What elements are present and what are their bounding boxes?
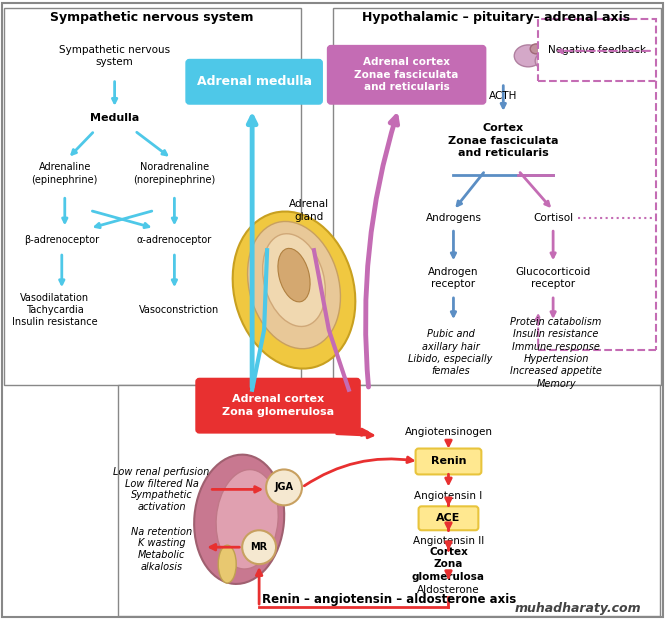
FancyBboxPatch shape bbox=[186, 60, 322, 104]
Text: muhadharaty.com: muhadharaty.com bbox=[515, 603, 642, 616]
Text: JGA: JGA bbox=[275, 482, 293, 492]
Ellipse shape bbox=[194, 454, 284, 584]
Text: Vasodilatation
Tachycardia
Insulin resistance: Vasodilatation Tachycardia Insulin resis… bbox=[12, 293, 97, 327]
Text: Pubic and
axillary hair
Libido, especially
females: Pubic and axillary hair Libido, especial… bbox=[408, 329, 493, 376]
Ellipse shape bbox=[218, 545, 236, 583]
Ellipse shape bbox=[530, 44, 542, 54]
Text: Adrenal
gland: Adrenal gland bbox=[289, 199, 329, 221]
Text: α-adrenoceptor: α-adrenoceptor bbox=[137, 235, 212, 246]
FancyBboxPatch shape bbox=[196, 379, 360, 433]
Text: Na retention
K wasting
Metabolic
alkalosis: Na retention K wasting Metabolic alkalos… bbox=[131, 527, 192, 572]
Text: ACE: ACE bbox=[436, 513, 461, 523]
Text: Noradrenaline
(norepinephrine): Noradrenaline (norepinephrine) bbox=[133, 162, 215, 185]
Text: Androgen
receptor: Androgen receptor bbox=[428, 267, 479, 290]
Ellipse shape bbox=[278, 249, 310, 302]
Text: Medulla: Medulla bbox=[90, 113, 139, 123]
FancyBboxPatch shape bbox=[419, 507, 478, 530]
FancyBboxPatch shape bbox=[328, 46, 486, 104]
Text: Cortex
Zonae fasciculata
and reticularis: Cortex Zonae fasciculata and reticularis bbox=[448, 123, 558, 158]
Text: Angiotensin I: Angiotensin I bbox=[414, 492, 483, 502]
Ellipse shape bbox=[514, 45, 542, 67]
Ellipse shape bbox=[263, 234, 325, 327]
Text: Low renal perfusion
Low filtered Na
Sympathetic
activation: Low renal perfusion Low filtered Na Symp… bbox=[113, 467, 209, 512]
Ellipse shape bbox=[233, 211, 356, 369]
Text: Glucocorticoid
receptor: Glucocorticoid receptor bbox=[516, 267, 591, 290]
Text: Hypothalamic – pituitary– adrenal axis: Hypothalamic – pituitary– adrenal axis bbox=[362, 12, 630, 25]
Circle shape bbox=[242, 530, 276, 564]
Ellipse shape bbox=[247, 221, 340, 348]
FancyBboxPatch shape bbox=[117, 385, 660, 616]
Text: Renin – angiotensin – aldosterone axis: Renin – angiotensin – aldosterone axis bbox=[261, 593, 516, 606]
Text: Androgens: Androgens bbox=[426, 213, 482, 223]
Circle shape bbox=[266, 469, 302, 505]
Text: Adrenal cortex
Zona glomerulosa: Adrenal cortex Zona glomerulosa bbox=[222, 394, 334, 417]
Text: Cortisol: Cortisol bbox=[533, 213, 573, 223]
Text: MR: MR bbox=[251, 542, 267, 552]
Text: Renin: Renin bbox=[431, 456, 466, 466]
FancyBboxPatch shape bbox=[2, 3, 663, 617]
Text: ACTH: ACTH bbox=[489, 91, 518, 100]
Text: Adrenal medulla: Adrenal medulla bbox=[197, 75, 311, 88]
Ellipse shape bbox=[216, 469, 278, 569]
Text: Sympathetic nervous system: Sympathetic nervous system bbox=[50, 12, 253, 25]
Text: Adrenaline
(epinephrine): Adrenaline (epinephrine) bbox=[31, 162, 98, 185]
Text: Angiotensin II: Angiotensin II bbox=[413, 536, 484, 546]
Text: Angiotensinogen: Angiotensinogen bbox=[404, 427, 492, 436]
FancyBboxPatch shape bbox=[538, 19, 656, 81]
FancyBboxPatch shape bbox=[333, 8, 661, 385]
Ellipse shape bbox=[535, 52, 557, 70]
Text: Negative feedback: Negative feedback bbox=[548, 45, 646, 55]
Text: Cortex
Zona
glomerulosa: Cortex Zona glomerulosa bbox=[412, 547, 485, 582]
Text: Vasoconstriction: Vasoconstriction bbox=[139, 305, 219, 315]
Text: Adrenal cortex
Zonae fasciculata
and reticularis: Adrenal cortex Zonae fasciculata and ret… bbox=[354, 58, 459, 92]
Text: Aldosterone: Aldosterone bbox=[417, 585, 480, 595]
Text: β-adrenoceptor: β-adrenoceptor bbox=[24, 235, 99, 246]
FancyBboxPatch shape bbox=[4, 8, 301, 385]
FancyBboxPatch shape bbox=[416, 448, 482, 474]
Text: Sympathetic nervous
system: Sympathetic nervous system bbox=[59, 45, 170, 67]
Text: Protein catabolism
Insulin resistance
Immune response
Hypertension
Increased app: Protein catabolism Insulin resistance Im… bbox=[510, 317, 602, 389]
